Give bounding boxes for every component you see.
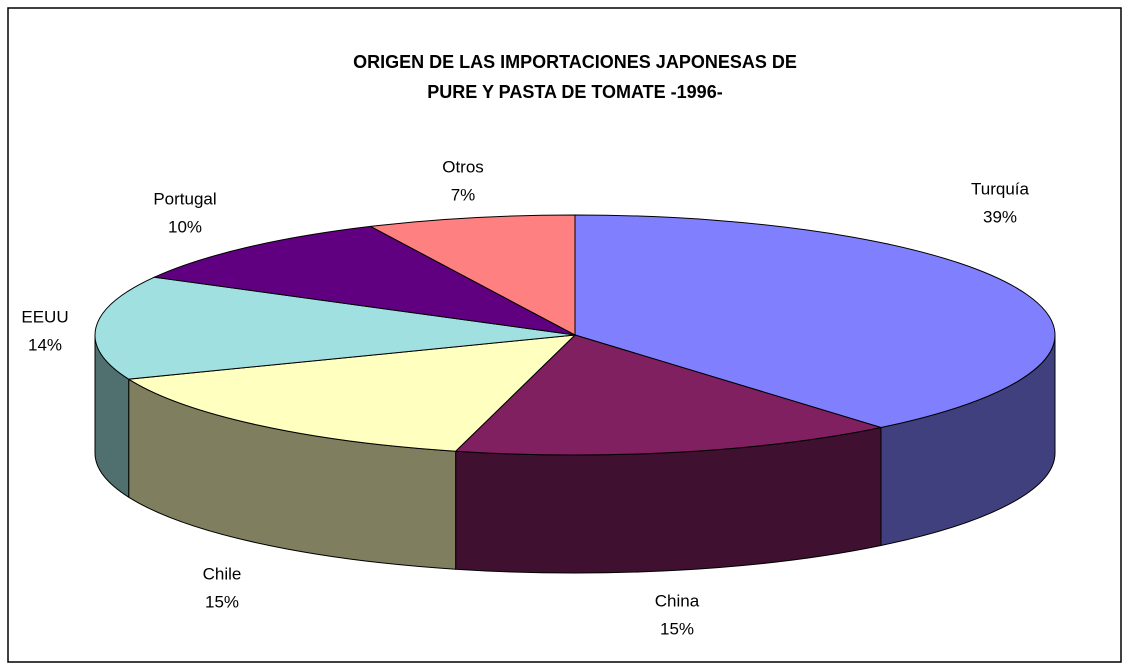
slice-label: EEUU: [21, 307, 68, 326]
pie-slice: [454, 334, 882, 456]
slice-value-label: 15%: [660, 619, 694, 638]
pie-slice: [152, 225, 576, 336]
slice-label: Portugal: [153, 189, 216, 208]
slice-label: China: [655, 591, 700, 610]
chart-title: PURE Y PASTA DE TOMATE -1996-: [427, 82, 722, 102]
slice-value-label: 14%: [28, 335, 62, 354]
pie-slice: [127, 334, 577, 452]
slice-value-label: 39%: [983, 207, 1017, 226]
pie-slice: [94, 276, 576, 380]
slice-label: Turquía: [971, 179, 1030, 198]
slice-label: Otros: [442, 157, 484, 176]
slice-label: Chile: [203, 564, 242, 583]
pie-slice: [574, 214, 1056, 428]
chart-title: ORIGEN DE LAS IMPORTACIONES JAPONESAS DE: [353, 52, 797, 72]
pie-slice: [368, 214, 576, 336]
slice-value-label: 15%: [205, 592, 239, 611]
slice-value-label: 10%: [168, 217, 202, 236]
slice-value-label: 7%: [451, 185, 476, 204]
